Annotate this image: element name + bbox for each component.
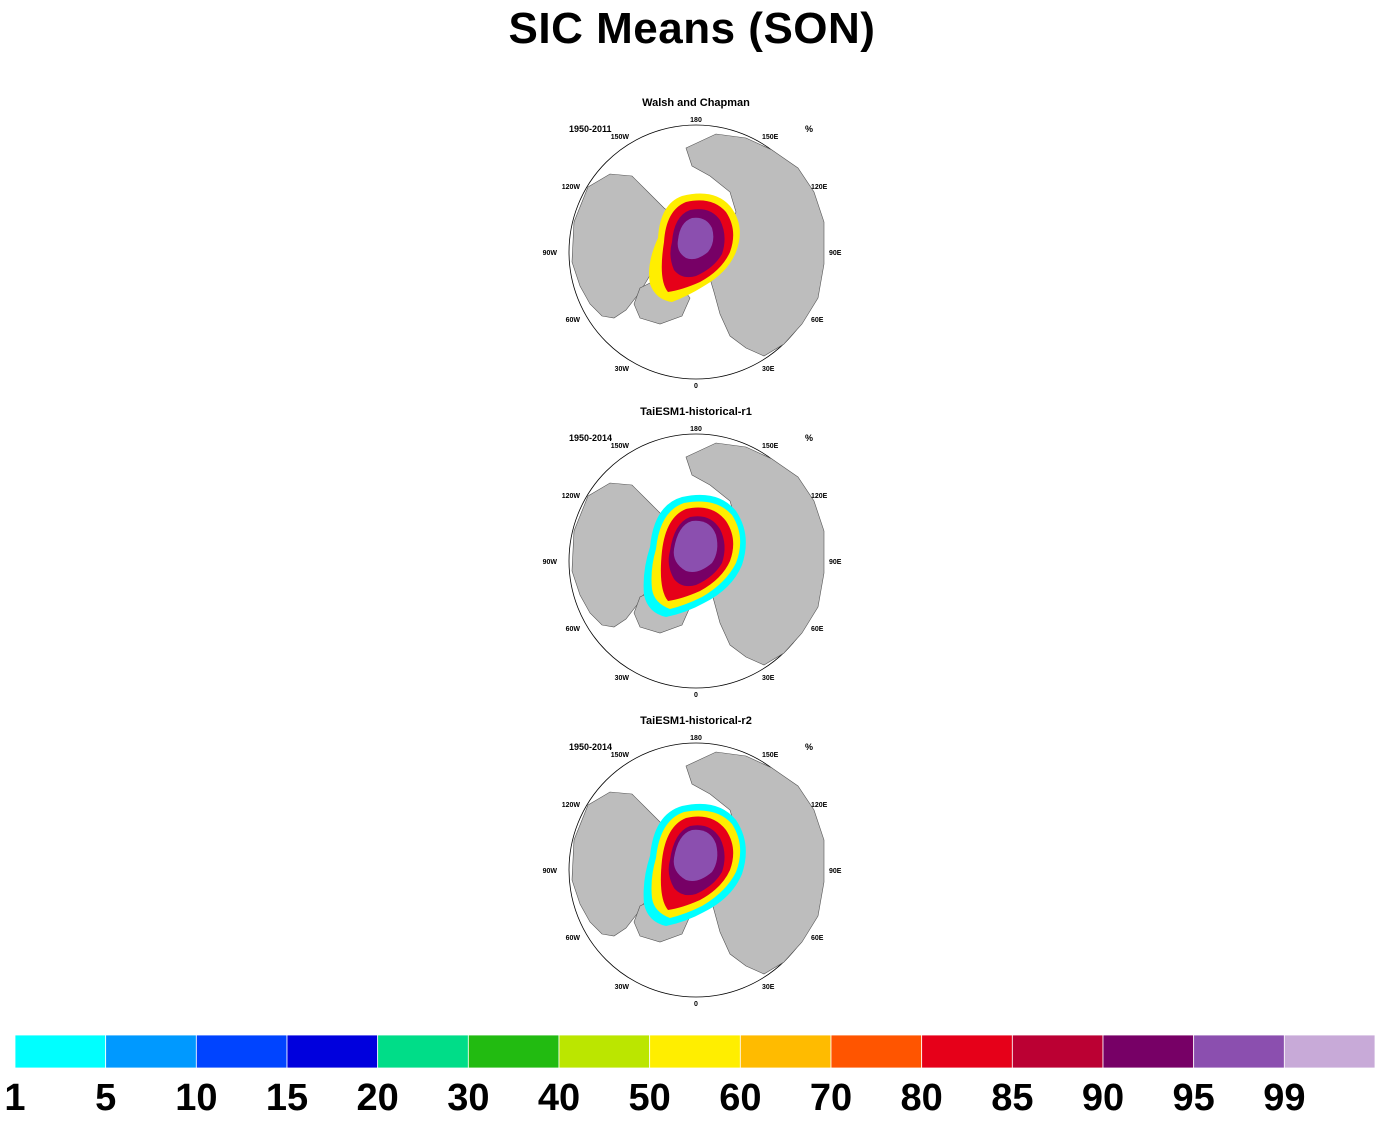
colorbar-swatch: [195, 1034, 288, 1069]
colorbar: 1 5 10 15 20 30 40 50 60 70 80 85 90 95 99: [0, 1032, 1384, 1119]
panel-title: Walsh and Chapman: [642, 97, 750, 109]
units-label: %: [805, 124, 813, 134]
lon-label-30e: 30E: [762, 366, 775, 373]
period-label: 1950-2014: [569, 433, 612, 443]
lon-label-60e: 60E: [811, 317, 824, 324]
colorbar-tick-label: 10: [175, 1077, 217, 1117]
lon-label-90w: 90W: [543, 868, 558, 875]
colorbar-swatch: [1193, 1034, 1285, 1069]
lon-label-90e: 90E: [829, 250, 842, 257]
colorbar-tick-label: 5: [95, 1077, 116, 1117]
panel-title: TaiESM1-historical-r2: [640, 715, 752, 727]
colorbar-tick-label: 70: [810, 1077, 852, 1117]
lon-label-150e: 150E: [762, 752, 779, 759]
lon-label-90w: 90W: [543, 250, 558, 257]
lon-label-30w: 30W: [615, 984, 630, 991]
polar-map: Walsh and Chapman 1950-2011 % 180 0 90W …: [543, 97, 842, 390]
colorbar-tick-label: 90: [1082, 1077, 1124, 1117]
lon-label-180: 180: [690, 117, 702, 124]
polar-map: TaiESM1-historical-r1 1950-2014 % 180 0 …: [543, 406, 842, 699]
colorbar-tick-label: 60: [719, 1077, 761, 1117]
colorbar-swatch: [739, 1034, 832, 1069]
lon-label-120e: 120E: [811, 493, 828, 500]
lon-label-120w: 120W: [562, 493, 581, 500]
lon-label-60w: 60W: [566, 626, 581, 633]
lon-label-90w: 90W: [543, 559, 558, 566]
colorbar-tick-label: 30: [447, 1077, 489, 1117]
map-disc: [568, 742, 825, 998]
ice-core-95: [673, 520, 718, 572]
colorbar-swatch: [921, 1034, 1013, 1069]
period-label: 1950-2011: [569, 124, 612, 134]
map-disc: [568, 433, 825, 689]
lon-label-120w: 120W: [562, 802, 581, 809]
colorbar-tick-label: 99: [1263, 1077, 1305, 1117]
period-label: 1950-2014: [569, 742, 612, 752]
colorbar-tick-label: 50: [629, 1077, 671, 1117]
colorbar-swatch: [105, 1034, 197, 1069]
ice-core-95: [673, 829, 718, 881]
colorbar-swatch: [830, 1034, 923, 1069]
lon-label-150e: 150E: [762, 134, 779, 141]
lon-label-120w: 120W: [562, 184, 581, 191]
colorbar-tick-label: 20: [357, 1077, 399, 1117]
lon-label-150w: 150W: [611, 752, 630, 759]
lon-label-30w: 30W: [615, 366, 630, 373]
lon-label-0: 0: [694, 692, 698, 699]
colorbar-swatch: [467, 1034, 560, 1069]
land-north-america: [571, 173, 681, 319]
lon-label-30e: 30E: [762, 984, 775, 991]
map-disc: [568, 124, 825, 380]
colorbar-swatch: [1283, 1034, 1376, 1069]
lon-label-0: 0: [694, 383, 698, 390]
colorbar-tick-label: 85: [991, 1077, 1033, 1117]
lon-label-60w: 60W: [566, 935, 581, 942]
lon-label-30e: 30E: [762, 675, 775, 682]
colorbar-swatch: [1011, 1034, 1104, 1069]
polar-map: TaiESM1-historical-r2 1950-2014 % 180 0 …: [543, 715, 842, 1008]
lon-label-150w: 150W: [611, 134, 630, 141]
colorbar-swatch: [1102, 1034, 1195, 1069]
colorbar-tick-label: 40: [538, 1077, 580, 1117]
colorbar-tick-label: 95: [1173, 1077, 1215, 1117]
lon-label-60w: 60W: [566, 317, 581, 324]
colorbar-swatch: [558, 1034, 651, 1069]
colorbar-tick-label: 80: [901, 1077, 943, 1117]
units-label: %: [805, 742, 813, 752]
lon-label-60e: 60E: [811, 935, 824, 942]
map-panel-taiesm1-r1: TaiESM1-historical-r1 1950-2014 % 180 0 …: [540, 401, 860, 701]
colorbar-swatch: [14, 1034, 107, 1069]
lon-label-60e: 60E: [811, 626, 824, 633]
land-eurasia: [685, 133, 825, 357]
ice-core-95: [677, 217, 714, 260]
panel-title: TaiESM1-historical-r1: [640, 406, 752, 418]
colorbar-tick-label: 1: [4, 1077, 25, 1117]
lon-label-30w: 30W: [615, 675, 630, 682]
lon-label-150w: 150W: [611, 443, 630, 450]
lon-label-180: 180: [690, 735, 702, 742]
colorbar-swatch: [649, 1034, 741, 1069]
colorbar-svg: 1 5 10 15 20 30 40 50 60 70 80 85 90 95 99: [4, 1034, 1376, 1119]
lon-label-180: 180: [690, 426, 702, 433]
lon-label-90e: 90E: [829, 868, 842, 875]
lon-label-150e: 150E: [762, 443, 779, 450]
colorbar-tick-label: 15: [266, 1077, 308, 1117]
lon-label-120e: 120E: [811, 184, 828, 191]
figure-title: SIC Means (SON): [508, 4, 876, 53]
lon-label-0: 0: [694, 1001, 698, 1008]
units-label: %: [805, 433, 813, 443]
colorbar-swatch: [377, 1034, 469, 1069]
map-panel-walsh-chapman: Walsh and Chapman 1950-2011 % 180 0 90W …: [540, 92, 860, 392]
colorbar-swatch: [286, 1034, 379, 1069]
lon-label-90e: 90E: [829, 559, 842, 566]
map-panel-taiesm1-r2: TaiESM1-historical-r2 1950-2014 % 180 0 …: [540, 710, 860, 1010]
lon-label-120e: 120E: [811, 802, 828, 809]
